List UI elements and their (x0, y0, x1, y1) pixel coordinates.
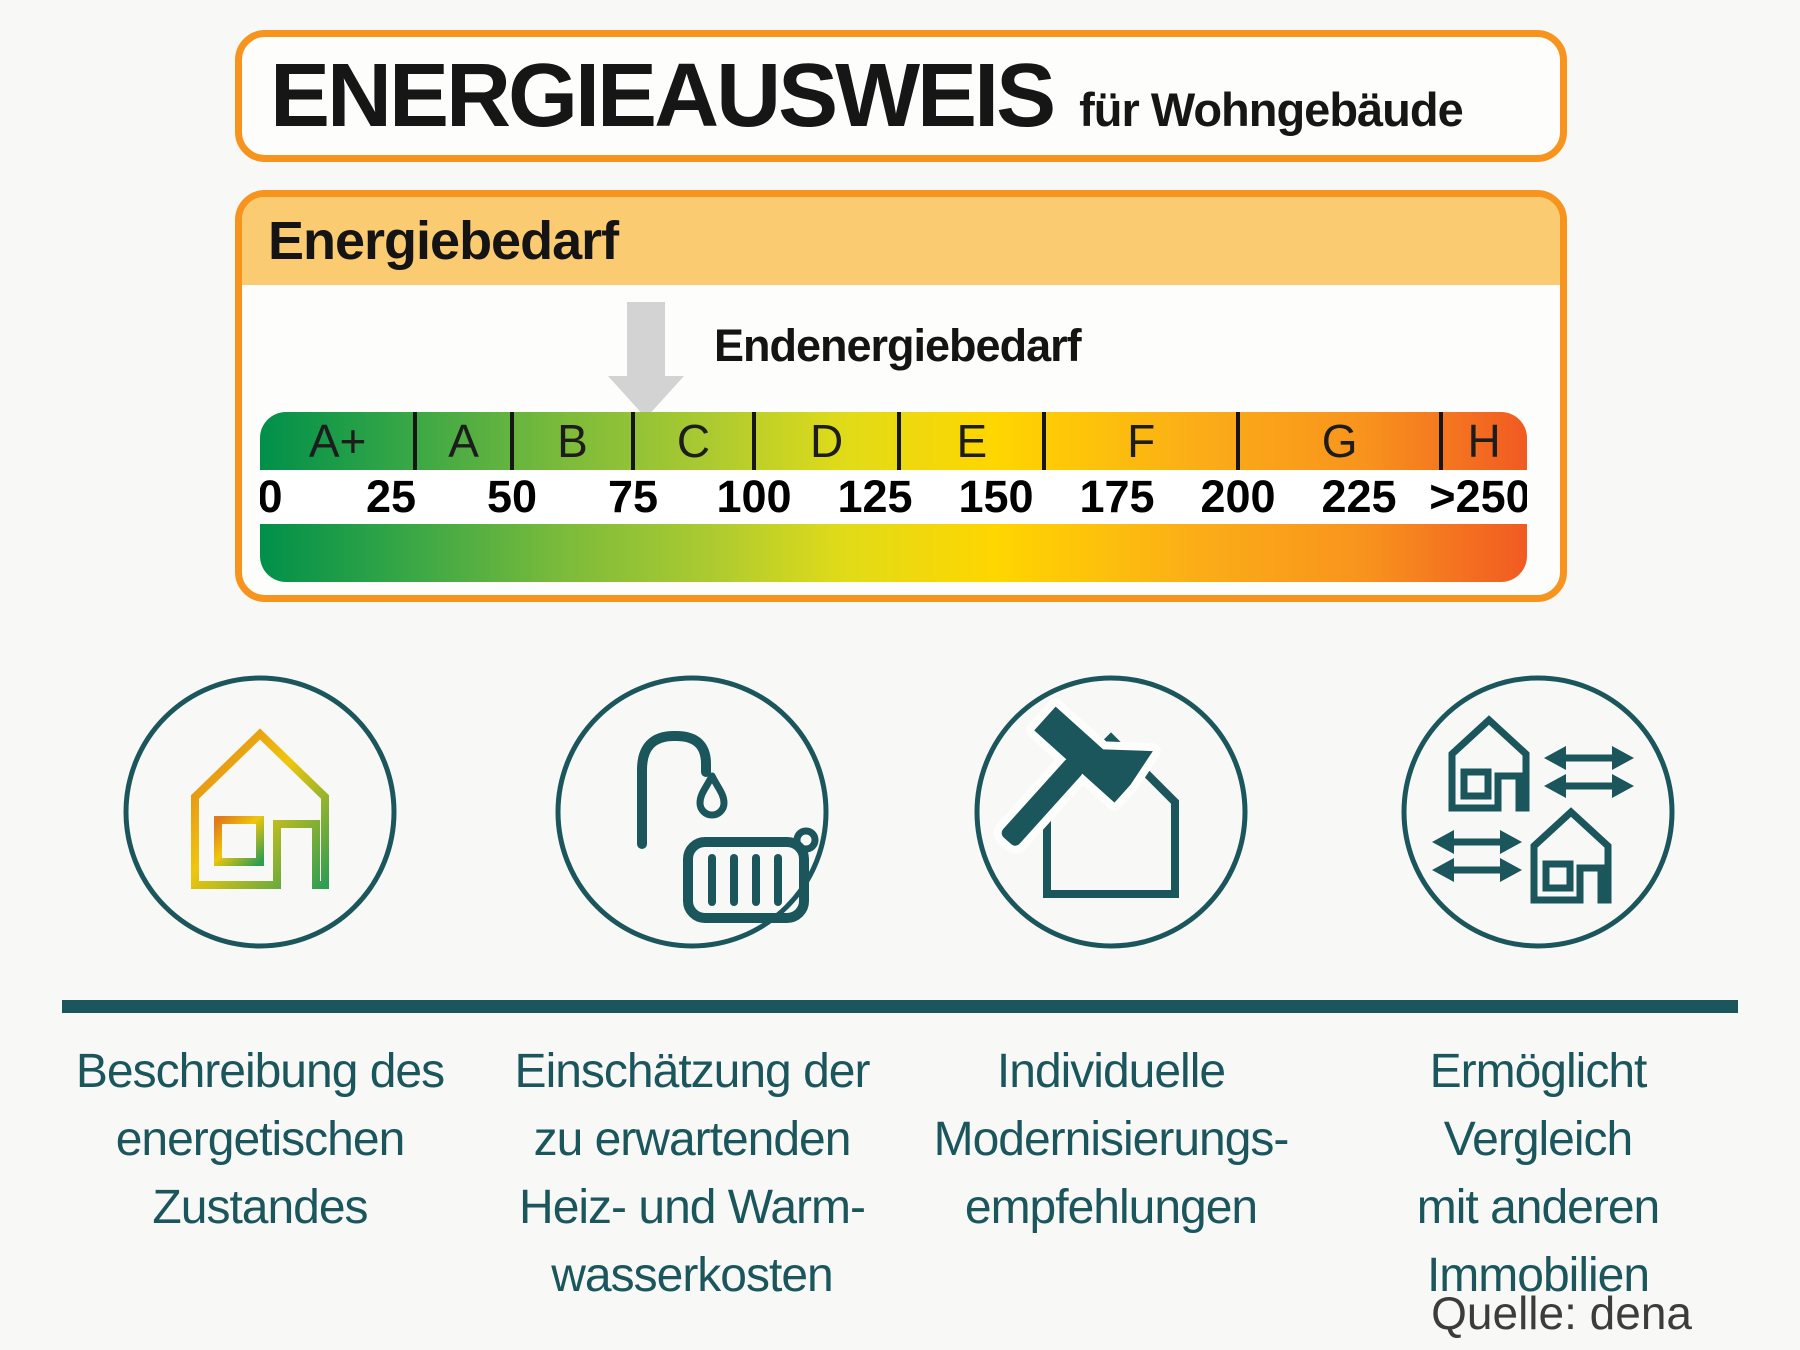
house-hammer-icon (974, 675, 1248, 949)
feature-text-line: wasserkosten (551, 1249, 833, 1302)
feature-icon-modernization (971, 672, 1251, 952)
feature-text-line: mit anderen (1416, 1181, 1660, 1234)
tick-label: 150 (958, 471, 1034, 522)
title-line: ENERGIEAUSWEIS für Wohngebäude (270, 45, 1464, 148)
feature-text-line: energetischen (115, 1113, 406, 1166)
grade-divider (1042, 412, 1047, 470)
shower-radiator-icon (555, 675, 829, 949)
grade-label-F: F (1127, 415, 1156, 467)
separator-line (62, 1000, 1738, 1013)
grade-divider (897, 412, 902, 470)
feature-text-energy-state: Beschreibung des energetischen Zustandes (0, 1038, 520, 1242)
grade-label-E: E (956, 415, 988, 467)
house-energy-state-icon (123, 675, 397, 949)
feature-icon-house (120, 672, 400, 952)
feature-icon-heating (552, 672, 832, 952)
houses-compare-icon (1401, 675, 1675, 949)
tick-label: 25 (365, 471, 417, 522)
feature-text-line: Modernisierungs- (933, 1113, 1290, 1166)
feature-text-line: Individuelle (996, 1045, 1226, 1098)
tick-label: 125 (837, 471, 913, 522)
tick-label: >250 (1429, 471, 1527, 522)
tick-label: 225 (1321, 471, 1397, 522)
feature-text-line: Heiz- und Warm- (519, 1181, 866, 1234)
grade-label-A+: A+ (308, 415, 367, 467)
pointer-arrow-icon (627, 302, 665, 376)
page-title-suffix: für Wohngebäude (1079, 82, 1464, 136)
grade-divider (631, 412, 635, 470)
feature-icon-compare (1398, 672, 1678, 952)
grade-band: A+ A B C D E F G H (260, 412, 1527, 470)
source-credit: Quelle: dena (1431, 1287, 1692, 1339)
pointer-arrow-head-icon (608, 376, 684, 418)
feature-text-line: Beschreibung des (75, 1045, 445, 1098)
grade-divider (752, 412, 756, 470)
grade-label-H: H (1467, 415, 1501, 467)
tick-band: 0 25 50 75 100 125 150 175 200 225 >250 (260, 470, 1527, 524)
feature-text-line: Ermöglicht (1429, 1045, 1648, 1098)
pointer-label: Endenergiebedarf (714, 320, 1082, 371)
grade-label-D: D (809, 415, 844, 467)
grade-label-C: C (676, 415, 711, 467)
feature-text-line: empfehlungen (964, 1181, 1258, 1234)
feature-text-line: Zustandes (152, 1181, 368, 1234)
title-box: ENERGIEAUSWEIS für Wohngebäude (235, 30, 1567, 162)
tick-label: 75 (607, 471, 659, 522)
tick-label: 0 (260, 471, 283, 522)
grade-divider (1235, 412, 1240, 470)
panel-header: Energiebedarf (242, 197, 1560, 285)
feature-text-line: Vergleich (1443, 1113, 1633, 1166)
feature-text-compare: Ermöglicht Vergleich mit anderen Immobilien (1278, 1038, 1798, 1310)
energy-scale: A+ A B C D E F G H 0 25 50 75 100 125 150 175 200 225 >250 (260, 412, 1527, 582)
feature-text-modernization: Individuelle Modernisierungs-empfehlungen (851, 1038, 1371, 1242)
tick-label: 100 (716, 471, 792, 522)
grade-divider (510, 412, 514, 470)
grade-label-G: G (1321, 415, 1358, 467)
feature-text-costs: Einschätzung der zu erwartenden Heiz- und … (432, 1038, 952, 1310)
tick-label: 50 (486, 471, 538, 522)
feature-text-line: Einschätzung der (514, 1045, 871, 1098)
page-title: ENERGIEAUSWEIS (270, 45, 1056, 146)
tick-label: 200 (1200, 471, 1276, 522)
grade-divider (1439, 412, 1444, 470)
panel-header-label: Energiebedarf (268, 211, 619, 271)
feature-text-line: Immobilien (1426, 1249, 1650, 1302)
feature-text-line: zu erwartenden (533, 1113, 852, 1166)
grade-label-A: A (448, 415, 479, 467)
grade-divider (413, 412, 418, 470)
tick-label: 175 (1079, 471, 1155, 522)
gradient-strip (260, 524, 1527, 582)
grade-label-B: B (557, 415, 588, 467)
